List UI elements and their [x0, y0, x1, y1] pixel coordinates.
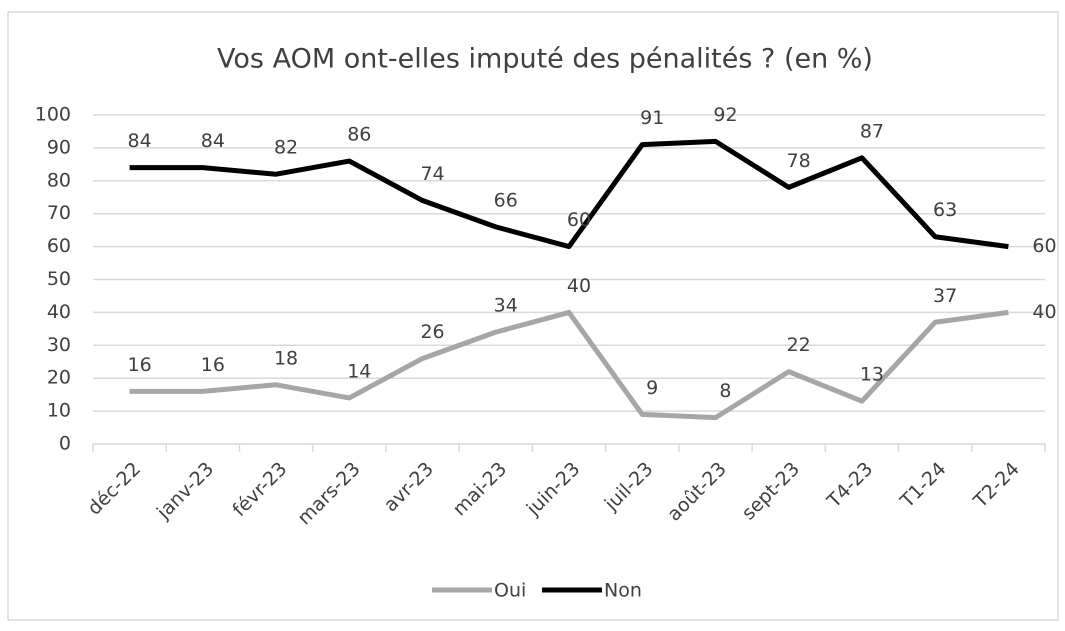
- data-label: 34: [494, 295, 518, 317]
- series-line: [129, 309, 1009, 421]
- data-label: 84: [128, 130, 152, 152]
- legend-label: Non: [604, 580, 642, 602]
- data-label: 37: [933, 285, 957, 307]
- data-label: 82: [274, 137, 298, 159]
- data-label: 78: [787, 150, 811, 172]
- data-label: 91: [640, 107, 664, 129]
- data-label: 63: [933, 199, 957, 221]
- data-label: 86: [347, 124, 371, 146]
- data-label: 16: [128, 354, 152, 376]
- legend-label: Oui: [494, 580, 526, 602]
- y-tick-label: 30: [47, 334, 71, 356]
- data-label: 14: [347, 360, 371, 382]
- data-label: 84: [201, 130, 225, 152]
- y-tick-label: 0: [59, 433, 71, 455]
- data-label: 16: [201, 354, 225, 376]
- y-tick-label: 70: [47, 202, 71, 224]
- data-label: 9: [646, 377, 658, 399]
- data-label: 60: [1032, 235, 1056, 257]
- y-tick-label: 40: [47, 301, 71, 323]
- y-tick-label: 80: [47, 169, 71, 191]
- y-tick-label: 10: [47, 400, 71, 422]
- data-label: 66: [494, 189, 518, 211]
- series-line: [129, 138, 1009, 250]
- data-label: 87: [860, 120, 884, 142]
- data-label: 92: [713, 104, 737, 126]
- data-label: 40: [567, 275, 591, 297]
- data-label: 22: [787, 334, 811, 356]
- y-tick-label: 100: [35, 104, 71, 126]
- y-tick-label: 60: [47, 235, 71, 257]
- data-label: 26: [420, 321, 444, 343]
- data-label: 60: [567, 209, 591, 231]
- data-label: 18: [274, 347, 298, 369]
- chart-title: Vos AOM ont-elles imputé des pénalités ?…: [217, 44, 873, 75]
- y-tick-label: 20: [47, 367, 71, 389]
- y-tick-label: 50: [47, 268, 71, 290]
- y-tick-label: 90: [47, 136, 71, 158]
- chart-border: [7, 11, 1059, 621]
- data-label: 40: [1032, 301, 1056, 323]
- data-label: 13: [860, 364, 884, 386]
- data-label: 8: [719, 380, 731, 402]
- data-label: 74: [420, 163, 444, 185]
